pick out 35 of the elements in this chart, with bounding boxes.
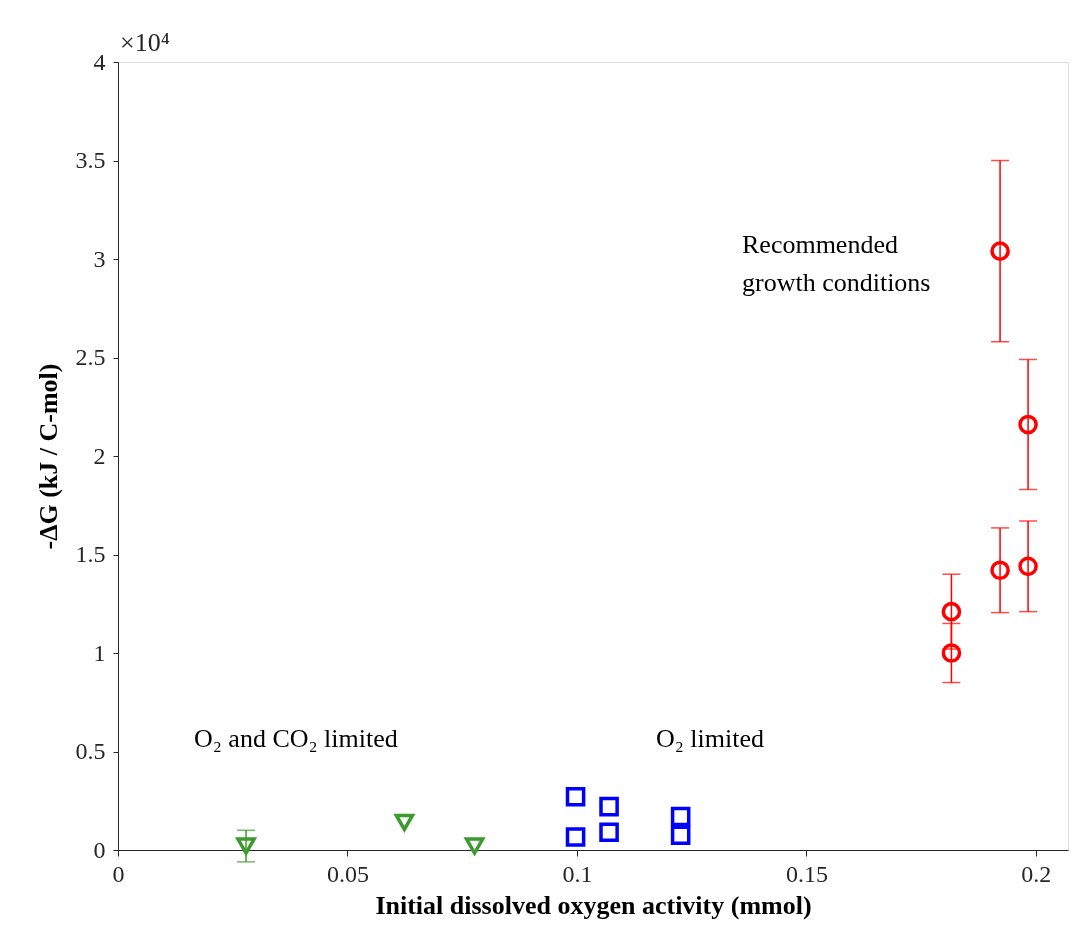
y-tick-label: 0 [93,836,106,863]
point [464,837,485,855]
y-tick-label: 2 [93,442,106,469]
x-tick-label: 0.2 [1021,860,1052,887]
annotation: Recommended growth conditions [742,230,931,297]
point [236,837,256,855]
point [565,787,586,807]
annotation: O₂ limited [656,724,764,753]
point [394,813,415,832]
x-tick-label: 0.15 [785,860,828,887]
point [599,822,619,843]
y-axis-title: -ΔG (kJ / C-mol) [33,363,63,550]
point [1018,556,1038,577]
point [670,806,691,827]
y-tick-label: 3.5 [75,147,106,173]
x-tick-label: 0 [112,860,125,887]
y-tick-label: 0.5 [75,738,106,764]
point [941,601,962,622]
y-tick-label: 3 [93,245,106,272]
y-tick-label: 1.5 [75,541,106,567]
y-tick-label: 1 [93,639,106,666]
point [565,827,586,847]
x-axis-title: Initial dissolved oxygen activity (mmol) [375,890,812,920]
point [990,560,1010,581]
text: ×10⁴ [120,28,170,57]
point [941,643,962,663]
x-tick-label: 0.05 [326,860,369,887]
point [599,796,619,817]
annotation: O₂ and CO₂ limited [194,724,398,753]
x-tick-label: 0.1 [562,860,593,887]
point [990,241,1010,261]
y-tick-label: 2.5 [75,344,106,370]
point [670,825,691,846]
y-tick-label: 4 [93,48,106,75]
point [1018,414,1038,435]
